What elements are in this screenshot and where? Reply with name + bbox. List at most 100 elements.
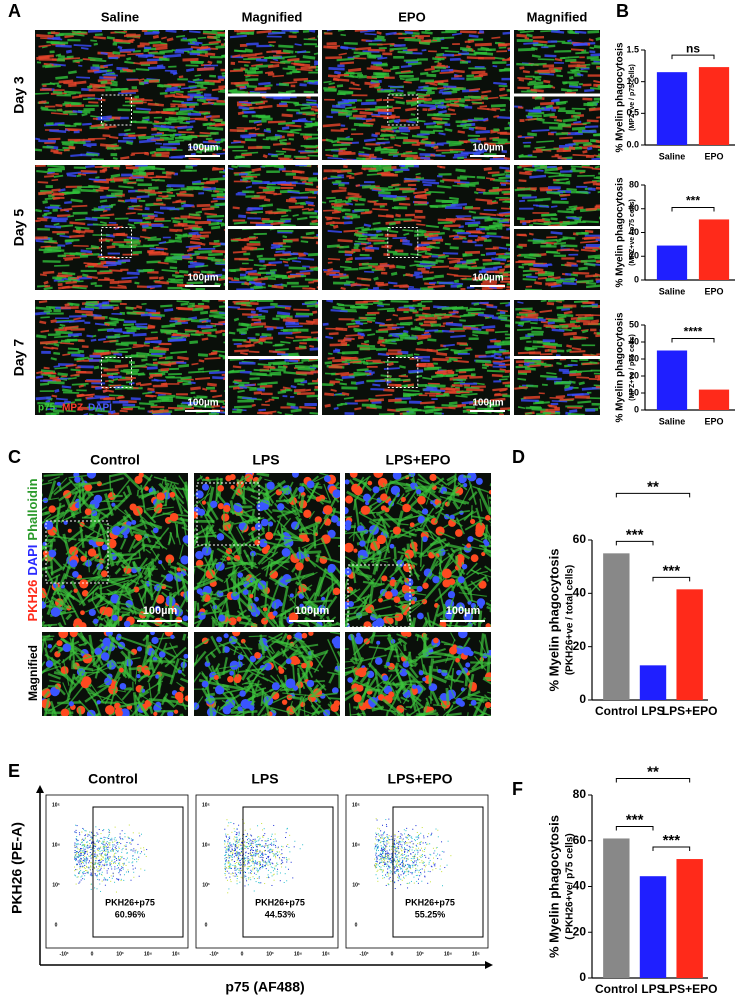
fiber bbox=[403, 177, 420, 181]
fiber bbox=[103, 73, 118, 77]
fiber bbox=[568, 205, 578, 209]
fiber bbox=[455, 403, 466, 408]
fiber bbox=[256, 123, 263, 127]
fiber bbox=[105, 71, 115, 75]
fiber bbox=[120, 156, 130, 160]
fiber bbox=[450, 203, 468, 207]
fiber bbox=[258, 81, 271, 86]
fiber bbox=[158, 83, 172, 88]
fiber bbox=[113, 330, 131, 334]
fiber bbox=[414, 260, 431, 264]
fiber bbox=[359, 30, 376, 33]
fiber bbox=[172, 333, 191, 337]
micrograph bbox=[228, 300, 318, 356]
fiber bbox=[367, 288, 386, 290]
fiber bbox=[576, 376, 590, 379]
fiber bbox=[339, 245, 350, 249]
fiber bbox=[53, 343, 60, 347]
fiber bbox=[594, 273, 600, 277]
fiber bbox=[153, 202, 166, 206]
fiber bbox=[459, 368, 476, 372]
fiber bbox=[475, 198, 493, 202]
fiber bbox=[68, 145, 76, 150]
fiber bbox=[414, 325, 421, 331]
fiber bbox=[540, 410, 556, 414]
fiber bbox=[201, 328, 217, 333]
scale-bar-label: 100µm bbox=[187, 398, 218, 409]
fiber bbox=[402, 329, 409, 334]
fiber bbox=[250, 322, 266, 326]
fiber bbox=[424, 329, 439, 333]
fiber bbox=[341, 209, 346, 213]
fiber bbox=[433, 145, 439, 150]
fiber bbox=[287, 190, 300, 194]
fiber bbox=[123, 30, 129, 32]
fiber bbox=[506, 260, 510, 263]
fiber bbox=[366, 320, 373, 324]
fiber bbox=[499, 166, 510, 170]
fiber bbox=[327, 229, 343, 234]
fiber bbox=[381, 188, 399, 192]
fiber bbox=[393, 96, 404, 100]
fiber bbox=[576, 64, 587, 68]
fiber bbox=[484, 217, 493, 222]
fiber bbox=[599, 180, 600, 184]
fiber bbox=[378, 413, 395, 415]
fiber bbox=[370, 236, 388, 240]
column-header: LPS bbox=[252, 452, 279, 468]
fiber bbox=[237, 111, 244, 116]
filament bbox=[52, 581, 66, 595]
fiber bbox=[282, 67, 298, 71]
fiber bbox=[429, 231, 445, 236]
fiber bbox=[266, 185, 281, 190]
fiber bbox=[564, 277, 575, 281]
fiber bbox=[322, 123, 341, 128]
fiber bbox=[533, 84, 552, 89]
filament bbox=[136, 489, 140, 497]
fiber bbox=[426, 348, 439, 353]
fiber bbox=[268, 350, 286, 354]
filament bbox=[103, 523, 113, 527]
fiber bbox=[331, 210, 342, 214]
fiber bbox=[208, 40, 221, 44]
column-header: EPO bbox=[398, 9, 425, 24]
fiber bbox=[349, 360, 362, 364]
fiber bbox=[161, 398, 170, 402]
fiber bbox=[465, 181, 480, 186]
fiber bbox=[218, 277, 225, 282]
fiber bbox=[212, 376, 225, 380]
fiber bbox=[93, 349, 110, 353]
fiber bbox=[377, 214, 394, 218]
fiber bbox=[405, 107, 417, 112]
fiber bbox=[147, 102, 164, 107]
fiber bbox=[196, 98, 206, 103]
fiber bbox=[206, 214, 225, 218]
fiber bbox=[331, 205, 342, 210]
fiber bbox=[540, 300, 547, 303]
fiber bbox=[74, 226, 90, 230]
fiber bbox=[41, 45, 48, 49]
fiber bbox=[426, 88, 432, 93]
fiber bbox=[534, 77, 542, 82]
fiber bbox=[151, 178, 165, 182]
fiber bbox=[395, 407, 412, 412]
fiber bbox=[483, 142, 496, 147]
fiber bbox=[70, 198, 83, 203]
fiber bbox=[333, 77, 340, 82]
fiber bbox=[228, 269, 236, 273]
fiber bbox=[228, 305, 241, 309]
fiber bbox=[90, 244, 100, 250]
fiber bbox=[178, 131, 195, 134]
fiber bbox=[540, 320, 549, 324]
fiber bbox=[87, 69, 100, 73]
fiber bbox=[423, 331, 430, 335]
fiber bbox=[336, 137, 354, 141]
fiber bbox=[350, 282, 358, 287]
fiber bbox=[403, 138, 419, 143]
fiber bbox=[197, 353, 209, 357]
fiber bbox=[215, 140, 224, 144]
fiber bbox=[377, 307, 395, 311]
fiber bbox=[504, 200, 510, 204]
fiber bbox=[564, 387, 573, 392]
fiber bbox=[125, 212, 136, 215]
